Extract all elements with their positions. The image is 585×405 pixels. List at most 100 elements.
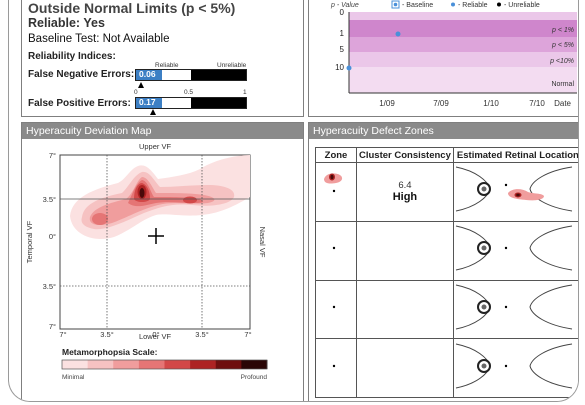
deviation-map-title: Hyperacuity Deviation Map [22, 123, 303, 139]
zone-thumbnail [315, 162, 357, 222]
scale-swatch [138, 360, 165, 369]
defect-zones-panel: Hyperacuity Defect Zones Zone Cluster Co… [308, 122, 578, 401]
map-y-tick-5: 7° [49, 322, 56, 331]
fn-bar-reliable-zone [136, 70, 191, 80]
map-y-tick-1: 7° [49, 151, 56, 160]
defect-zones-table: Zone Cluster Consistency Estimated Retin… [315, 147, 578, 398]
scale-swatch [113, 360, 140, 369]
map-x-tick-4: 3.5° [195, 330, 208, 339]
zone-thumbnail [315, 338, 357, 398]
metamorphopsia-scale-bar [61, 359, 268, 370]
temporal-vf-label: Temporal VF [25, 220, 34, 263]
defect-zones-header-row: Zone Cluster Consistency Estimated Retin… [315, 147, 578, 163]
zone-dot-icon [332, 246, 336, 250]
band-p10 [349, 52, 577, 67]
cluster-cell: 6.4 High [356, 162, 454, 222]
fn-tick-1: 1 [243, 89, 247, 96]
retina-diagram [455, 225, 572, 271]
map-y-tick-3: 0° [49, 232, 56, 241]
result-title: Outside Normal Limits (p < 5%) [28, 0, 236, 16]
x-tick-3: 1/10 [483, 99, 499, 108]
band-top [349, 12, 577, 20]
cluster-value: 6.4 [398, 180, 412, 192]
scale-max-label: Profound [241, 374, 268, 381]
cluster-cell [356, 338, 454, 398]
fp-label: False Positive Errors: [28, 98, 131, 109]
fn-tick-0: 0 [134, 89, 138, 96]
retinal-location-cell [452, 162, 578, 222]
scale-min-label: Minimal [62, 374, 85, 381]
fn-scale-unreliable-label: Unreliable [217, 62, 247, 69]
scale-swatch [241, 360, 268, 369]
test-summary-panel: Outside Normal Limits (p < 5%) Reliable:… [21, 0, 304, 117]
unreliable-legend-icon [497, 2, 501, 7]
reliability-indices-heading: Reliability Indices: [28, 51, 116, 62]
retinal-location-cell [452, 279, 578, 340]
zone-dot-icon [332, 364, 336, 367]
baseline-status: Baseline Test: Not Available [28, 33, 170, 45]
legend-baseline: - Baseline [402, 2, 433, 9]
legend-reliable: - Reliable [458, 2, 488, 9]
fn-value: 0.06 [139, 69, 156, 79]
scale-swatch [215, 360, 242, 369]
baseline-legend-dot-icon [393, 2, 398, 7]
scale-title: Metamorphopsia Scale: [62, 347, 158, 357]
band-p1 [349, 20, 577, 37]
scale-swatch [87, 360, 114, 369]
nasal-vf-label: Nasal VF [258, 227, 267, 258]
map-x-tick-3: 0° [152, 330, 159, 339]
report-frame: Outside Normal Limits (p < 5%) Reliable:… [8, 0, 579, 402]
p-value-trend-chart: p - Value - Baseline - Reliable - Unreli… [330, 0, 577, 108]
band-normal [349, 67, 577, 93]
x-tick-1: 1/09 [379, 99, 395, 108]
band-label-1: p < 1% [551, 27, 574, 34]
cluster-cell [356, 279, 454, 340]
metamorphopsia-heat-region [70, 155, 250, 239]
p-value-label: p - Value [330, 2, 359, 9]
p-value-trend-panel: p - Value - Baseline - Reliable - Unreli… [308, 0, 578, 117]
map-x-tick-2: 3.5° [100, 330, 113, 339]
table-row [315, 338, 578, 398]
zone-dot-icon [332, 305, 336, 309]
reliable-status: Reliable: Yes [28, 16, 105, 30]
col-location: Estimated Retinal Location [452, 147, 578, 163]
trend-point-baseline [346, 65, 352, 71]
col-zone: Zone [315, 147, 357, 163]
upper-vf-label: Upper VF [139, 142, 172, 151]
col-cluster: Cluster Consistency [356, 147, 454, 163]
scale-border [61, 359, 268, 370]
y-tick-10: 10 [335, 63, 344, 72]
band-label-normal: Normal [551, 81, 574, 88]
retina-diagram [455, 343, 572, 389]
y-tick-1: 1 [340, 29, 345, 38]
retina-diagram [455, 284, 572, 330]
table-row [315, 220, 578, 281]
defect-zones-title: Hyperacuity Defect Zones [309, 123, 578, 139]
map-x-tick-1: 7° [59, 330, 66, 339]
scale-swatch [62, 360, 89, 369]
zone-thumbnail [315, 220, 357, 281]
x-tick-2: 7/09 [433, 99, 449, 108]
fp-bar: 0.17 [135, 97, 247, 109]
deviation-map-chart: Upper VF Lower VF Temporal VF Nasal VF [25, 142, 268, 381]
retinal-location-cell [452, 220, 578, 281]
retinal-location-cell [452, 338, 578, 398]
zone-thumbnail [315, 279, 357, 340]
retina-diagram [455, 166, 572, 212]
fn-label: False Negative Errors: [28, 69, 135, 80]
scale-swatch [190, 360, 217, 369]
x-tick-4: 7/10 [529, 99, 545, 108]
cluster-level: High [392, 191, 418, 204]
cluster-cell [356, 220, 454, 281]
fp-bar-fill [136, 98, 162, 108]
deviation-map-panel: Hyperacuity Deviation Map Upper VF Lower… [21, 122, 304, 401]
fp-marker-icon [150, 109, 157, 115]
x-axis-label: Date [554, 99, 571, 108]
fn-marker-icon [138, 82, 145, 88]
fn-scale-reliable-label: Reliable [155, 62, 179, 69]
fp-value: 0.17 [139, 97, 156, 107]
legend-unreliable: - Unreliable [504, 2, 540, 9]
band-label-10: p <10% [549, 58, 574, 65]
scale-swatch [164, 360, 191, 369]
fn-bar-fill [136, 70, 162, 80]
